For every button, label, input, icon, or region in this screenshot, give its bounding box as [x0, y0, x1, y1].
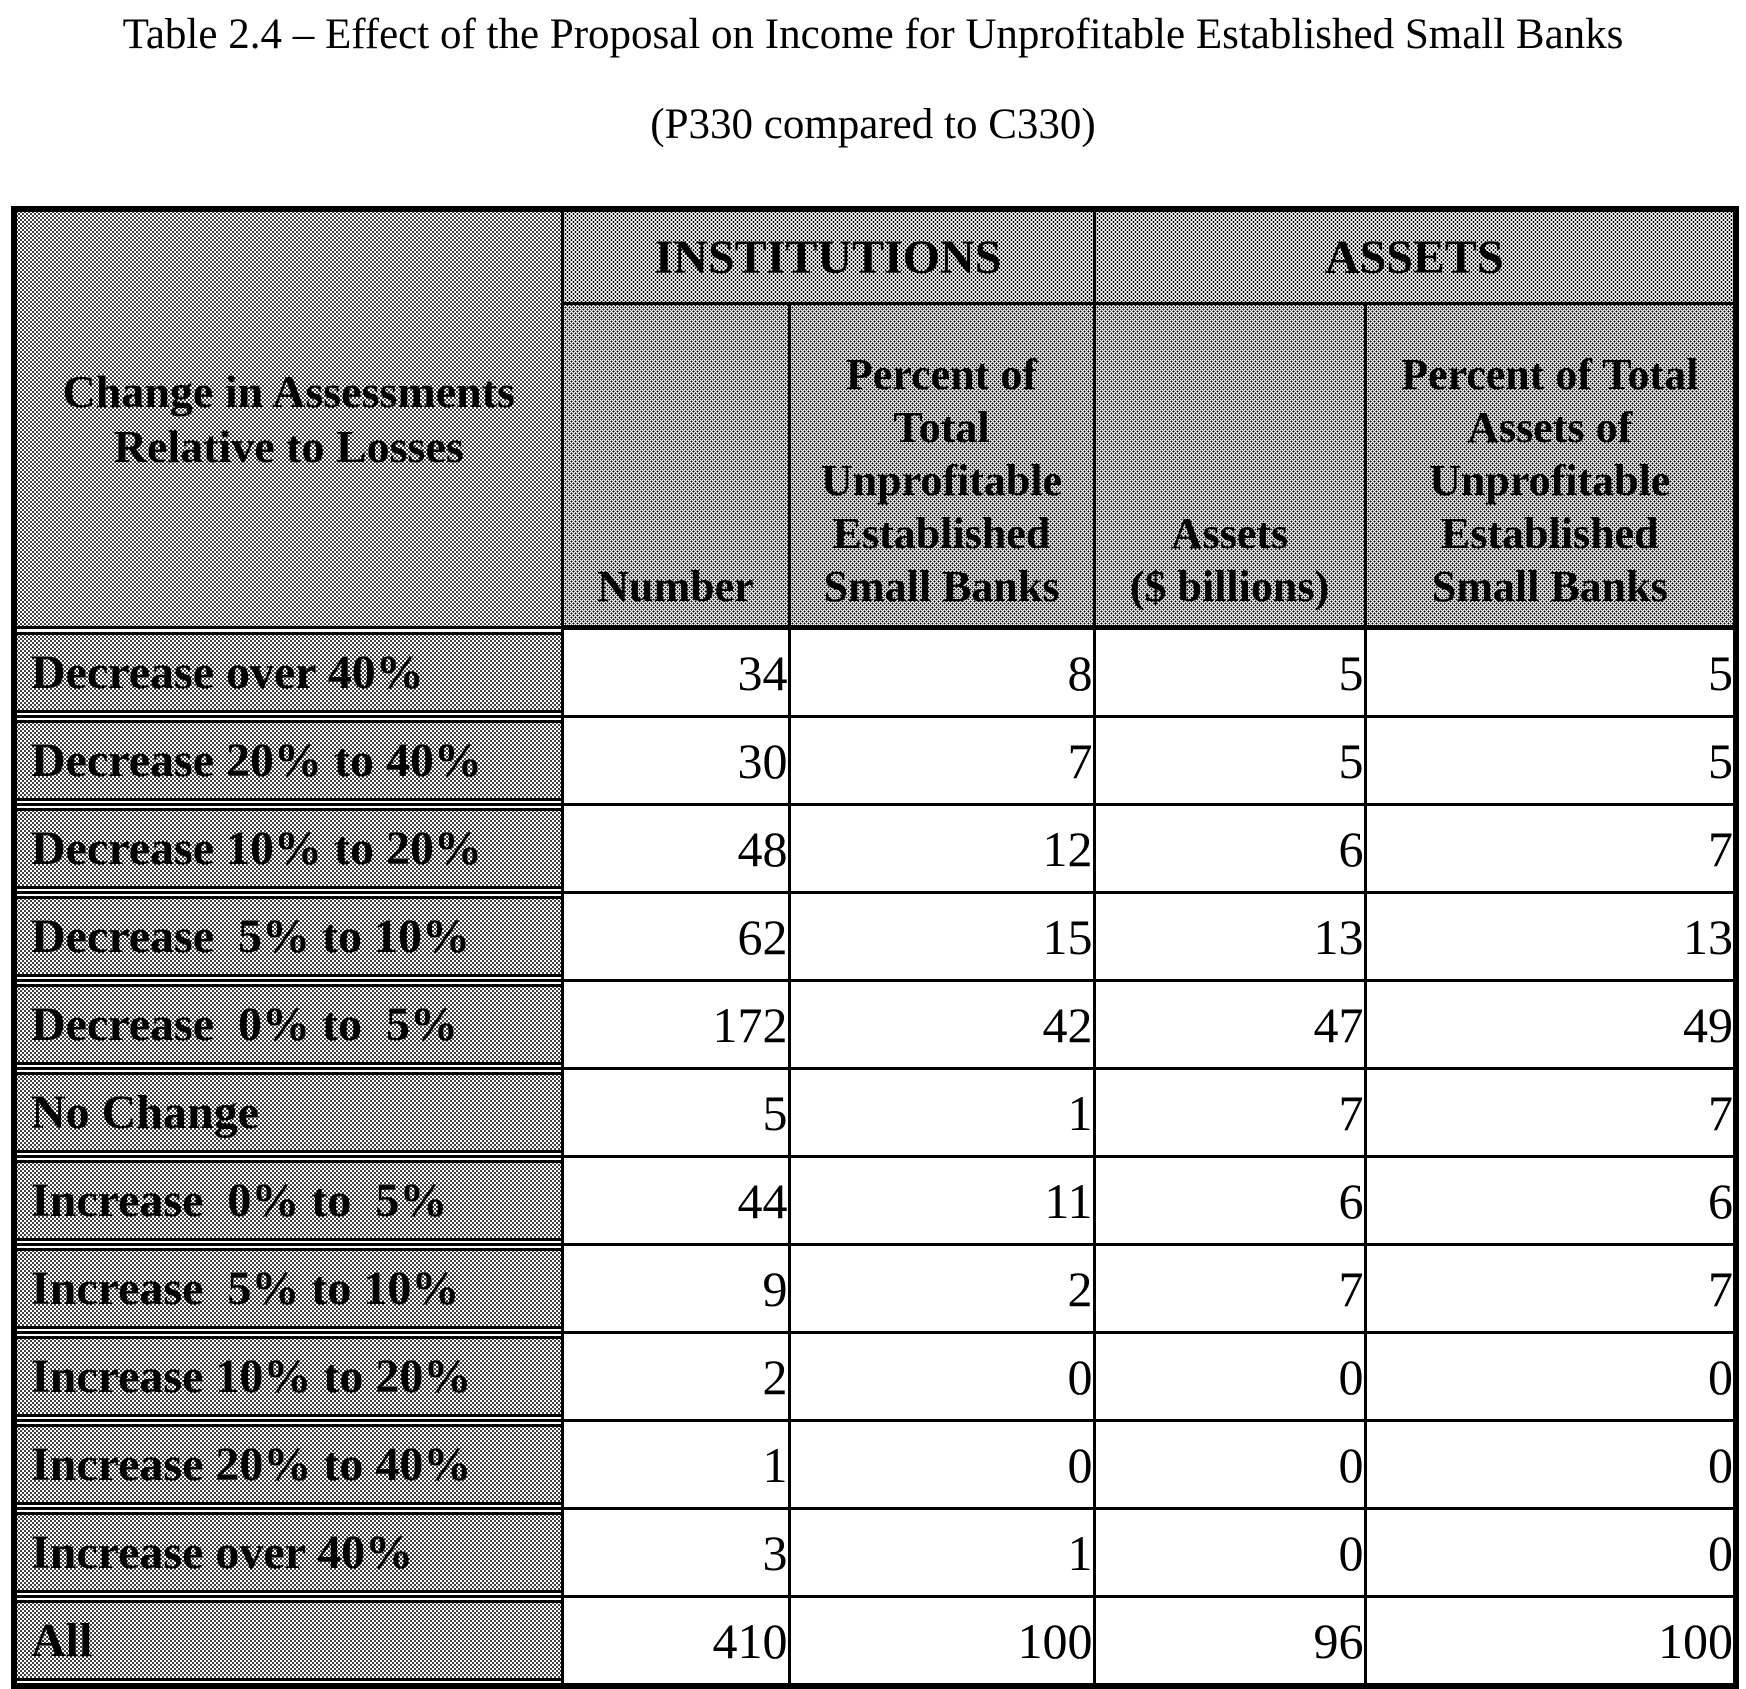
row-label-cell: Decrease 10% to 20%	[12, 803, 564, 894]
cell-pct-assets: 6	[1363, 1155, 1738, 1246]
column-header-row: Number Percent of Total Unprofitable Est…	[14, 302, 1738, 630]
cell-pct-institutions: 42	[787, 979, 1096, 1070]
table-row: Increase 0% to 5% 44 11 6 6	[12, 1155, 1738, 1246]
col-header-pct-assets: Percent of Total Assets of Unprofitable …	[1363, 302, 1738, 630]
cell-pct-institutions: 12	[787, 803, 1096, 894]
cell-pct-assets: 13	[1363, 891, 1738, 982]
row-label: Increase 10% to 20%	[31, 1350, 472, 1403]
cell-pct-assets: 0	[1363, 1419, 1738, 1510]
cell-assets: 6	[1092, 1155, 1367, 1246]
cell-pct-assets: 0	[1363, 1507, 1738, 1598]
table-row-total: All 410 100 96 100	[12, 1595, 1738, 1688]
row-label: No Change	[31, 1086, 260, 1139]
row-label-cell: Increase 10% to 20%	[12, 1331, 564, 1422]
document-page: Table 2.4 – Effect of the Proposal on In…	[0, 8, 1746, 1689]
row-label: Decrease 5% to 10%	[31, 910, 470, 963]
row-label: Decrease over 40%	[31, 645, 424, 699]
cell-pct-institutions: 0	[787, 1419, 1096, 1510]
row-label: Increase 0% to 5%	[31, 1174, 448, 1227]
table-row: Increase 10% to 20% 2 0 0 0	[12, 1331, 1738, 1422]
cell-pct-institutions: 1	[787, 1507, 1096, 1598]
cell-number: 172	[560, 979, 791, 1070]
cell-assets: 96	[1092, 1595, 1367, 1688]
cell-assets: 47	[1092, 979, 1367, 1070]
col-header-assets: Assets ($ billions)	[1092, 302, 1367, 630]
row-label-cell: Increase 0% to 5%	[12, 1155, 564, 1246]
cell-pct-assets: 0	[1363, 1331, 1738, 1422]
table-row: Decrease 20% to 40% 30 7 5 5	[12, 715, 1738, 806]
cell-number: 410	[560, 1595, 791, 1688]
group-header-institutions: INSTITUTIONS	[560, 207, 1096, 305]
cell-assets: 5	[1092, 626, 1367, 718]
cell-pct-institutions: 1	[787, 1067, 1096, 1158]
table-row: Decrease 5% to 10% 62 15 13 13	[12, 891, 1738, 982]
row-label: Increase over 40%	[31, 1526, 414, 1579]
table-row: Decrease over 40% 34 8 5 5	[12, 626, 1738, 718]
group-header-assets: ASSETS	[1092, 207, 1738, 305]
row-label: All	[31, 1614, 93, 1667]
col-header-number: Number	[560, 302, 791, 630]
cell-pct-institutions: 8	[787, 626, 1096, 718]
row-label-cell: Increase 5% to 10%	[12, 1243, 564, 1334]
cell-pct-assets: 49	[1363, 979, 1738, 1070]
row-label-cell: All	[12, 1595, 564, 1688]
cell-assets: 5	[1092, 715, 1367, 806]
cell-number: 62	[560, 891, 791, 982]
cell-pct-institutions: 15	[787, 891, 1096, 982]
cell-assets: 0	[1092, 1419, 1367, 1510]
cell-pct-assets: 7	[1363, 1243, 1738, 1334]
cell-number: 9	[560, 1243, 791, 1334]
corner-header-line1: Change in Assessments	[62, 366, 515, 417]
cell-number: 30	[560, 715, 791, 806]
cell-number: 2	[560, 1331, 791, 1422]
cell-assets: 13	[1092, 891, 1367, 982]
row-label: Decrease 10% to 20%	[31, 822, 482, 875]
corner-header-line2: Relative to Losses	[113, 421, 464, 472]
corner-header: Change in Assessments Relative to Losses	[12, 207, 564, 629]
cell-pct-institutions: 7	[787, 715, 1096, 806]
cell-number: 48	[560, 803, 791, 894]
col-header-pct-institutions: Percent of Total Unprofitable Establishe…	[787, 302, 1096, 630]
row-label-cell: Decrease 5% to 10%	[12, 891, 564, 982]
row-label-cell: Increase over 40%	[12, 1507, 564, 1598]
table-row: Increase over 40% 3 1 0 0	[12, 1507, 1738, 1598]
cell-assets: 7	[1092, 1067, 1367, 1158]
cell-assets: 7	[1092, 1243, 1367, 1334]
table-title: Table 2.4 – Effect of the Proposal on In…	[122, 11, 1624, 58]
cell-assets: 0	[1092, 1507, 1367, 1598]
cell-number: 34	[560, 626, 791, 718]
cell-pct-institutions: 2	[787, 1243, 1096, 1334]
cell-number: 3	[560, 1507, 791, 1598]
cell-pct-assets: 5	[1363, 715, 1738, 806]
table-row: No Change 5 1 7 7	[12, 1067, 1738, 1158]
cell-number: 44	[560, 1155, 791, 1246]
cell-pct-institutions: 0	[787, 1331, 1096, 1422]
group-header-row: Change in Assessments Relative to Losses…	[12, 207, 1738, 629]
cell-pct-assets: 7	[1363, 803, 1738, 894]
row-label-cell: No Change	[12, 1067, 564, 1158]
cell-pct-assets: 100	[1363, 1595, 1738, 1688]
cell-number: 1	[560, 1419, 791, 1510]
cell-assets: 6	[1092, 803, 1367, 894]
row-label: Decrease 0% to 5%	[31, 998, 458, 1051]
row-label: Increase 20% to 40%	[31, 1438, 472, 1491]
cell-pct-institutions: 100	[787, 1595, 1096, 1688]
row-label-cell: Decrease over 40%	[12, 626, 564, 718]
row-label: Decrease 20% to 40%	[31, 734, 482, 787]
row-label: Increase 5% to 10%	[31, 1262, 460, 1315]
table-row: Decrease 0% to 5% 172 42 47 49	[12, 979, 1738, 1070]
row-label-cell: Decrease 0% to 5%	[12, 979, 564, 1070]
cell-assets: 0	[1092, 1331, 1367, 1422]
cell-pct-assets: 7	[1363, 1067, 1738, 1158]
table-row: Decrease 10% to 20% 48 12 6 7	[12, 803, 1738, 894]
table-row: Increase 5% to 10% 9 2 7 7	[12, 1243, 1738, 1334]
data-table: Change in Assessments Relative to Losses…	[11, 206, 1739, 1689]
cell-number: 5	[560, 1067, 791, 1158]
row-label-cell: Increase 20% to 40%	[12, 1419, 564, 1510]
cell-pct-institutions: 11	[787, 1155, 1096, 1246]
table-row: Increase 20% to 40% 1 0 0 0	[12, 1419, 1738, 1510]
row-label-cell: Decrease 20% to 40%	[12, 715, 564, 806]
cell-pct-assets: 5	[1363, 626, 1738, 718]
table-subtitle: (P330 compared to C330)	[650, 101, 1096, 148]
